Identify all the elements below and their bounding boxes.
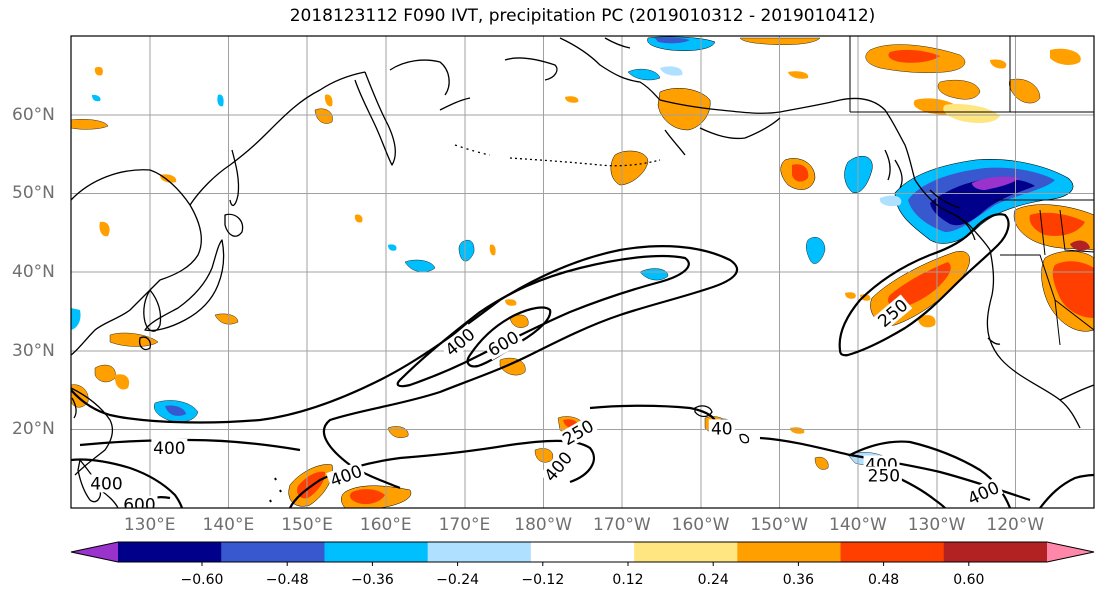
colorbar-segment bbox=[943, 542, 1048, 562]
colorbar-segment bbox=[221, 542, 325, 562]
lat-label: 20°N bbox=[12, 419, 55, 440]
lon-label: 170°E bbox=[438, 515, 491, 535]
contour-label: 400 bbox=[153, 439, 185, 459]
lon-label: 140°E bbox=[202, 515, 255, 535]
contour-label: 250 bbox=[868, 467, 900, 487]
colorbar-segment bbox=[118, 542, 222, 562]
colorbar-tick-label: 0.60 bbox=[953, 572, 985, 588]
colorbar-tick-label: 0.36 bbox=[782, 572, 814, 588]
lat-label: 30°N bbox=[12, 340, 55, 361]
lon-label: 140°W bbox=[829, 515, 887, 535]
colorbar-segment bbox=[530, 542, 635, 562]
contour-label: 400 bbox=[90, 474, 122, 494]
coastlines bbox=[71, 37, 1094, 508]
lon-label: 170°W bbox=[592, 515, 651, 535]
contour-label: 600 bbox=[123, 496, 155, 516]
lon-label: 130°W bbox=[907, 515, 966, 535]
colorbar-segment bbox=[840, 542, 945, 562]
colorbar-segment bbox=[634, 542, 738, 562]
colorbar-segment bbox=[324, 542, 429, 562]
map-title: 2018123112 F090 IVT, precipitation PC (2… bbox=[289, 6, 876, 26]
colorbar-extension-high bbox=[1047, 542, 1094, 562]
colorbar-tick-label: −0.12 bbox=[521, 572, 565, 588]
colorbar-tick-label: −0.36 bbox=[350, 572, 394, 588]
lon-label: 180°W bbox=[514, 515, 573, 535]
lon-label: 160°E bbox=[359, 515, 412, 535]
lat-label: 60°N bbox=[12, 104, 55, 125]
lon-label: 160°W bbox=[671, 515, 730, 535]
colorbar-extension-low bbox=[71, 542, 118, 562]
lon-label: 150°W bbox=[750, 515, 809, 535]
lon-label: 150°E bbox=[281, 515, 333, 535]
colorbar-tick-label: −0.24 bbox=[436, 572, 480, 588]
colorbar-segment bbox=[737, 542, 842, 562]
colorbar-tick-label: 0.12 bbox=[612, 572, 644, 588]
lat-label: 40°N bbox=[12, 262, 55, 282]
colorbar-tick-label: 0.48 bbox=[868, 572, 900, 588]
contour-label: 40 bbox=[711, 419, 733, 439]
political-borders bbox=[849, 36, 1094, 346]
colorbar-segment bbox=[427, 542, 532, 562]
lat-label: 50°N bbox=[12, 183, 55, 204]
colorbar-tick-label: 0.24 bbox=[697, 572, 729, 588]
colorbar-tick-label: −0.48 bbox=[265, 572, 309, 588]
precipitation-shading bbox=[71, 36, 1094, 508]
colorbar-tick-label: −0.60 bbox=[180, 572, 224, 588]
lon-label: 120°W bbox=[986, 515, 1045, 535]
ivt-contours bbox=[71, 213, 1094, 508]
graticule bbox=[71, 36, 1094, 508]
lon-label: 130°E bbox=[123, 515, 176, 535]
